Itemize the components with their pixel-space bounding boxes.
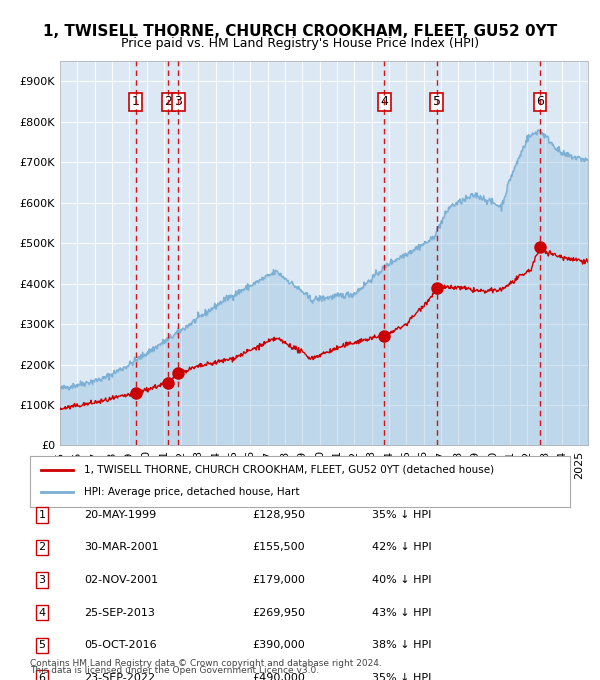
Text: 3: 3 [38, 575, 46, 585]
Text: 1: 1 [38, 510, 46, 520]
Text: Contains HM Land Registry data © Crown copyright and database right 2024.: Contains HM Land Registry data © Crown c… [30, 659, 382, 668]
Text: 35% ↓ HPI: 35% ↓ HPI [372, 510, 431, 520]
Text: 1: 1 [132, 95, 140, 108]
Text: £269,950: £269,950 [252, 608, 305, 617]
Text: Price paid vs. HM Land Registry's House Price Index (HPI): Price paid vs. HM Land Registry's House … [121, 37, 479, 50]
Text: £128,950: £128,950 [252, 510, 305, 520]
Text: HPI: Average price, detached house, Hart: HPI: Average price, detached house, Hart [84, 488, 299, 497]
Text: 2: 2 [164, 95, 172, 108]
Text: 6: 6 [536, 95, 544, 108]
Text: 5: 5 [433, 95, 440, 108]
Text: 42% ↓ HPI: 42% ↓ HPI [372, 543, 431, 552]
Text: 38% ↓ HPI: 38% ↓ HPI [372, 641, 431, 650]
Text: £179,000: £179,000 [252, 575, 305, 585]
Text: 25-SEP-2013: 25-SEP-2013 [84, 608, 155, 617]
Text: 30-MAR-2001: 30-MAR-2001 [84, 543, 158, 552]
Text: 05-OCT-2016: 05-OCT-2016 [84, 641, 157, 650]
Text: £390,000: £390,000 [252, 641, 305, 650]
Text: 3: 3 [174, 95, 182, 108]
Text: 40% ↓ HPI: 40% ↓ HPI [372, 575, 431, 585]
Text: 1, TWISELL THORNE, CHURCH CROOKHAM, FLEET, GU52 0YT (detached house): 1, TWISELL THORNE, CHURCH CROOKHAM, FLEE… [84, 465, 494, 475]
Text: 4: 4 [380, 95, 388, 108]
Text: 02-NOV-2001: 02-NOV-2001 [84, 575, 158, 585]
Text: 1, TWISELL THORNE, CHURCH CROOKHAM, FLEET, GU52 0YT: 1, TWISELL THORNE, CHURCH CROOKHAM, FLEE… [43, 24, 557, 39]
Text: £490,000: £490,000 [252, 673, 305, 680]
Text: This data is licensed under the Open Government Licence v3.0.: This data is licensed under the Open Gov… [30, 666, 319, 675]
Text: 23-SEP-2022: 23-SEP-2022 [84, 673, 155, 680]
Text: 43% ↓ HPI: 43% ↓ HPI [372, 608, 431, 617]
Text: 6: 6 [38, 673, 46, 680]
Text: 2: 2 [38, 543, 46, 552]
Text: £155,500: £155,500 [252, 543, 305, 552]
Text: 35% ↓ HPI: 35% ↓ HPI [372, 673, 431, 680]
Text: 4: 4 [38, 608, 46, 617]
Text: 5: 5 [38, 641, 46, 650]
Text: 20-MAY-1999: 20-MAY-1999 [84, 510, 156, 520]
